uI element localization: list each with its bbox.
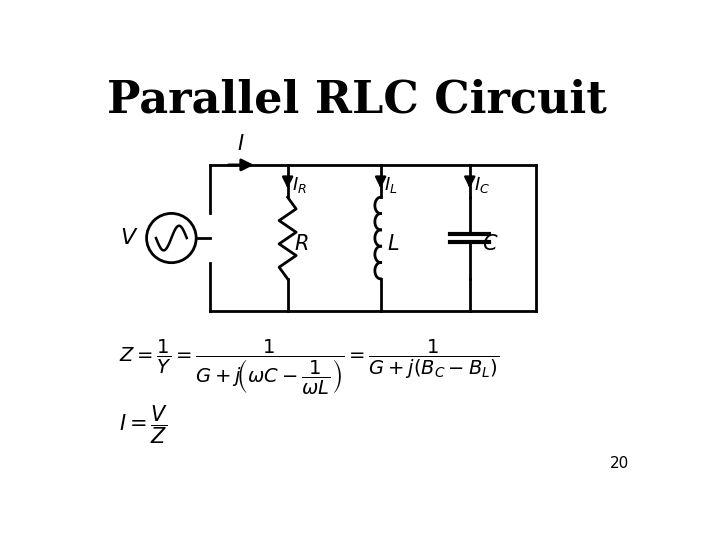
Text: $\mathit{I}_C$: $\mathit{I}_C$ xyxy=(474,175,490,195)
Text: $\mathit{R}$: $\mathit{R}$ xyxy=(294,234,308,254)
Text: $\mathit{I}$: $\mathit{I}$ xyxy=(238,134,245,154)
Text: $\mathit{I}_R$: $\mathit{I}_R$ xyxy=(292,175,307,195)
Text: $\mathit{V}$: $\mathit{V}$ xyxy=(120,227,139,249)
Text: $\mathit{L}$: $\mathit{L}$ xyxy=(387,234,399,254)
Text: 20: 20 xyxy=(610,456,629,471)
Text: Parallel RLC Circuit: Parallel RLC Circuit xyxy=(107,79,607,122)
Text: $Z = \dfrac{1}{Y} = \dfrac{1}{G + j\!\left(\omega C - \dfrac{1}{\omega L}\right): $Z = \dfrac{1}{Y} = \dfrac{1}{G + j\!\le… xyxy=(120,338,500,397)
Text: $\mathit{C}$: $\mathit{C}$ xyxy=(482,234,499,254)
Text: $I = \dfrac{V}{Z}$: $I = \dfrac{V}{Z}$ xyxy=(120,403,168,446)
Text: $\mathit{I}_L$: $\mathit{I}_L$ xyxy=(384,175,398,195)
